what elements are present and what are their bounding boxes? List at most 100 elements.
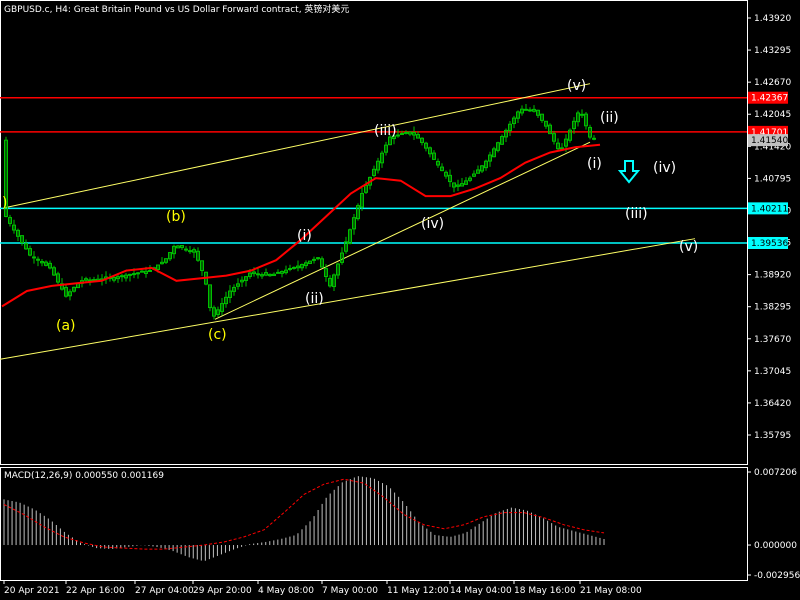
candle-body [28,248,32,256]
candle-body [352,217,356,230]
candle-body [496,142,500,151]
candle-body [468,177,472,181]
candle-body [84,278,88,281]
candle-body [272,273,276,277]
candle-body [244,276,248,282]
candle-body [24,243,28,250]
candle-body [44,261,48,266]
candle-body [448,174,452,183]
candle-body [172,245,176,255]
time-tick-label: 4 May 08:00 [258,586,314,596]
candle-body [264,272,268,276]
candle-body [36,258,40,261]
candle-body [376,160,380,171]
candle-body [344,241,348,252]
candle-body [564,138,568,147]
candle-body [392,135,396,140]
candle-body [456,184,460,187]
candle-body [248,272,252,277]
candle-body [184,248,188,251]
chart-title: GBPUSD.c, H4: Great Britain Pound vs US … [4,5,350,15]
candle-body [544,120,548,127]
candle-body [128,273,132,276]
candle-body [8,217,12,224]
candle-body [500,136,504,145]
time-tick-label: 29 Apr 20:00 [193,586,252,596]
candle-body [432,152,436,160]
price-tick-label: 1.36420 [754,399,791,409]
candle-body [304,262,308,267]
down-arrow-shape [617,160,641,184]
candle-body [492,148,496,158]
candle-body [556,142,560,150]
main-plot-frame [0,0,748,465]
price-tag-label: 1.41701 [751,128,788,138]
candle-body [464,180,468,185]
time-tick-label: 7 May 00:00 [322,586,378,596]
time-tick-label: 18 May 16:00 [514,586,576,596]
candle-body [580,113,584,116]
candle-body [512,117,516,125]
candle-body [68,291,72,297]
candle-body [360,193,364,208]
price-tick-label: 1.40795 [754,174,791,184]
time-tick-label: 21 May 08:00 [580,586,642,596]
candle-body [488,154,492,162]
price-tag-label: 1.41540 [751,136,788,146]
candle-body [460,183,464,187]
candle-body [180,244,184,249]
candle-body [408,131,412,135]
candle-body [592,137,596,140]
wave-label: (v) [679,239,698,255]
candle-body [340,252,344,263]
candle-body [4,139,8,217]
wave-label: (iv) [421,216,444,232]
candle-body [148,270,152,273]
candle-body [364,184,368,193]
candle-body [132,273,136,276]
candle-body [312,258,316,261]
candle-body [552,133,556,142]
candle-body [276,271,280,274]
wave-label: (c) [208,327,227,343]
candle-body [212,307,216,317]
candle-body [420,137,424,143]
candle-body [164,258,168,263]
candle-body [116,276,120,280]
candle-body [328,277,332,287]
price-candles [4,104,596,320]
trendline [214,141,591,320]
price-tick-label: 1.42045 [754,110,791,120]
candle-body [548,124,552,135]
time-tick-label: 14 May 04:00 [450,586,512,596]
candle-body [188,250,192,253]
macd-title: MACD(12,26,9) 0.000550 0.001169 [4,471,164,481]
candle-body [120,275,124,278]
candle-body [532,108,536,112]
macd-signal-line [3,478,605,550]
macd-indicator [3,476,605,561]
candle-body [196,250,200,261]
candle-body [516,111,520,119]
candle-body [472,173,476,177]
candle-body [320,258,324,268]
candle-body [92,279,96,282]
time-tick-label: 22 Apr 16:00 [66,586,125,596]
time-tick-label: 11 May 12:00 [387,586,449,596]
candle-body [484,160,488,169]
price-tick-label: 1.37670 [754,335,791,345]
candle-body [140,270,144,273]
candle-body [60,283,64,290]
candle-body [336,263,340,276]
trendline [0,238,696,360]
candle-body [584,113,588,127]
ma-line [1,143,601,308]
wave-label: ) [2,195,7,211]
candle-body [560,147,564,150]
candle-body [440,166,444,172]
candle-body [400,133,404,136]
trendline [3,83,591,209]
wave-label: (ii) [600,110,619,126]
candle-body [576,112,580,123]
